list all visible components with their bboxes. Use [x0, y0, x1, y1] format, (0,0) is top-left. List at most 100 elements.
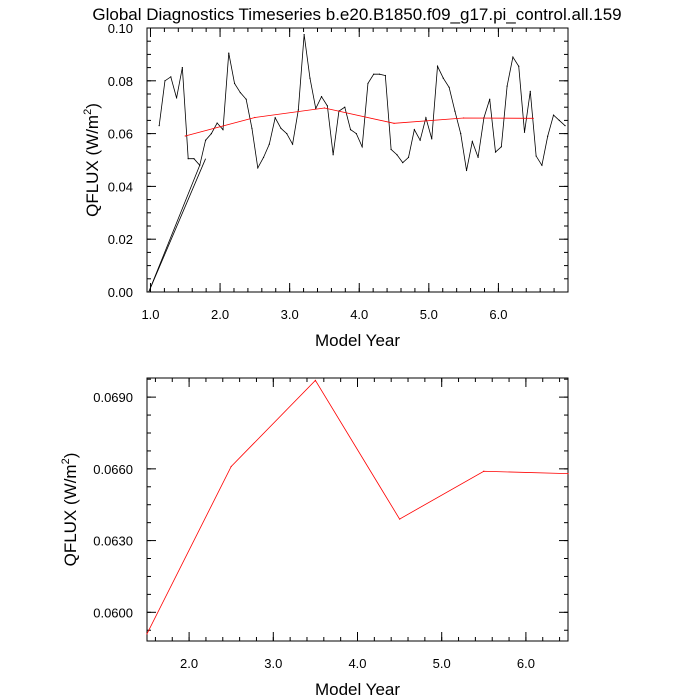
data-point [436, 65, 439, 67]
y-tick-label: 0.00 [108, 285, 133, 300]
data-point [332, 154, 334, 156]
data-point [239, 92, 241, 94]
data-point [407, 156, 410, 158]
data-point [535, 155, 537, 157]
data-point [460, 133, 462, 135]
data-point [210, 133, 212, 135]
series-line [158, 34, 566, 171]
data-point [280, 127, 282, 129]
data-point [477, 156, 479, 158]
x-axis-title: Model Year [315, 331, 400, 350]
data-point [344, 106, 346, 108]
data-point [541, 164, 543, 166]
data-point [326, 105, 328, 107]
y-tick-label: 0.0630 [93, 534, 133, 549]
y-axis-title-main: QFLUX (W/m [83, 115, 102, 217]
data-point [399, 518, 401, 520]
data-point [471, 140, 473, 143]
data-point [489, 98, 491, 100]
data-point [500, 146, 502, 148]
x-tick-label: 3.0 [281, 307, 299, 322]
y-axis-title-close: ) [83, 103, 102, 109]
y-tick-label: 0.0600 [93, 605, 133, 620]
y-axis-title: QFLUX (W/m2) [82, 103, 102, 217]
data-point [442, 77, 444, 79]
y-tick-label: 0.06 [108, 127, 133, 142]
data-point [320, 96, 323, 98]
data-point [199, 164, 201, 166]
data-point [257, 167, 259, 169]
data-point [532, 117, 534, 119]
timeseries-panel-monthly: 1.0 2.0 3.0 4.0 5.0 6.0 0.00 0.02 0.04 0.06 0.08 0.… [82, 21, 569, 350]
y-tick-label: 0.10 [108, 21, 133, 36]
data-point [193, 158, 195, 160]
data-point [547, 135, 549, 137]
plot-frame [146, 27, 569, 293]
plot-frame [146, 377, 569, 642]
data-point [228, 52, 230, 54]
x-tick-label: 2.0 [211, 307, 229, 322]
series-segment [148, 158, 206, 293]
data-point [431, 138, 433, 140]
data-point [454, 110, 456, 112]
data-point [378, 73, 381, 75]
x-tick-label: 3.0 [264, 656, 282, 671]
timeseries-panel-annual: 2.0 3.0 4.0 5.0 6.0 0.0600 0.0630 0.0660 0.0690 M… [60, 377, 569, 699]
data-point [164, 80, 166, 82]
y-tick-label: 0.02 [108, 232, 133, 247]
x-tick-label: 6.0 [517, 656, 535, 671]
data-point [181, 67, 183, 69]
y-tick-label: 0.0690 [93, 390, 133, 405]
data-point [463, 117, 465, 119]
data-point [393, 122, 395, 124]
data-point [245, 98, 247, 100]
data-point [523, 131, 526, 133]
data-point [396, 154, 398, 156]
data-point [268, 143, 270, 145]
series-line [185, 107, 534, 137]
series-line [146, 379, 569, 635]
data-point [254, 116, 256, 119]
y-tick-label: 0.04 [108, 179, 133, 194]
data-point [146, 633, 148, 635]
data-point [384, 74, 386, 77]
data-point [494, 151, 497, 153]
data-point [262, 156, 265, 158]
data-point [314, 379, 316, 381]
data-point [230, 465, 232, 468]
data-point [558, 119, 560, 121]
data-point [184, 135, 186, 137]
series-annual-mean [146, 379, 569, 635]
data-point [518, 65, 520, 67]
x-axis-title: Model Year [315, 680, 400, 699]
data-point [425, 117, 427, 119]
data-point [506, 85, 508, 87]
data-point [419, 139, 421, 141]
data-point [187, 158, 189, 160]
y-tick-label: 0.0660 [93, 462, 133, 477]
x-tick-label: 5.0 [433, 656, 451, 671]
data-point [291, 143, 294, 145]
data-point [216, 122, 218, 124]
data-point [390, 148, 392, 151]
data-point [349, 129, 352, 131]
y-axis-title-superscript: 2 [60, 458, 72, 464]
x-tick-label: 5.0 [420, 307, 438, 322]
data-point [483, 470, 485, 472]
data-point [373, 73, 375, 75]
data-point [512, 56, 514, 58]
data-point [170, 76, 172, 78]
data-point [309, 77, 311, 79]
data-point [251, 127, 253, 129]
data-point [158, 125, 160, 127]
data-point [564, 125, 566, 127]
y-axis-title-superscript: 2 [82, 109, 94, 115]
chart-title: Global Diagnostics Timeseries b.e20.B185… [92, 5, 621, 24]
series-segment [148, 165, 201, 293]
data-point [465, 169, 468, 172]
data-point [323, 107, 326, 109]
data-point [448, 86, 450, 88]
x-tick-label: 4.0 [350, 307, 368, 322]
data-point [567, 473, 569, 475]
